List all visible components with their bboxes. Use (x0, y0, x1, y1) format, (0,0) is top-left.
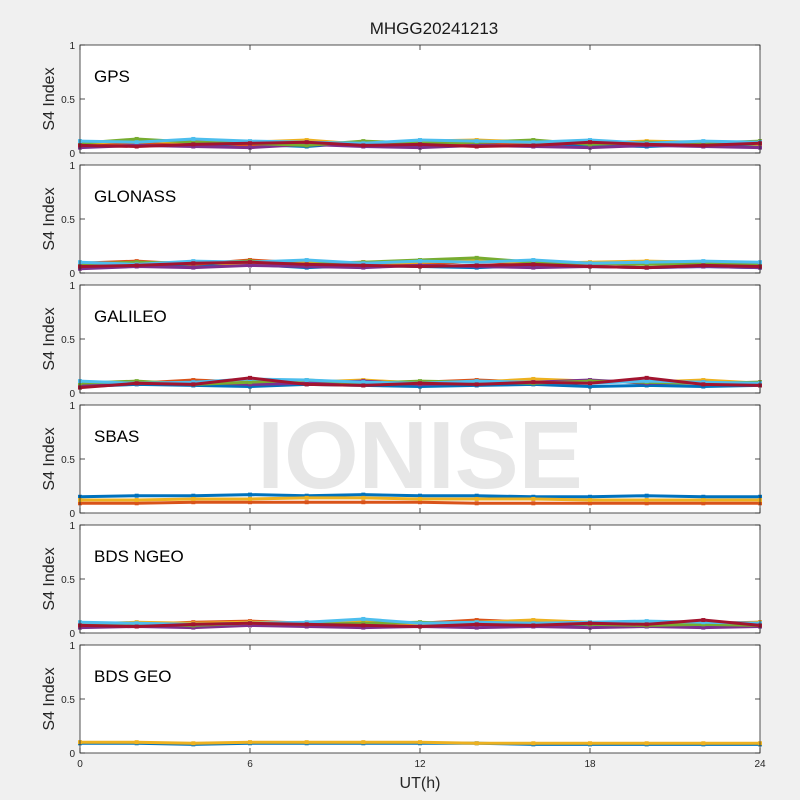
axes-background (80, 45, 760, 153)
series-trace (79, 260, 761, 270)
y-tick-label: 0.5 (61, 575, 75, 586)
y-axis-label: S4 Index (41, 667, 58, 730)
panel-glonass: 0 0.5 1 GLONASS S4 Index (41, 161, 762, 280)
x-tick-label: 18 (584, 759, 596, 770)
series-trace (79, 140, 761, 148)
axes-background (80, 285, 760, 393)
y-tick-label: 0.5 (61, 335, 75, 346)
x-tick-label: 6 (247, 759, 253, 770)
panel-label: BDS NGEO (94, 547, 184, 566)
series (78, 140, 762, 149)
series-trace (80, 500, 760, 505)
y-axis-label: S4 Index (41, 187, 58, 250)
y-tick-label: 0.5 (61, 455, 75, 466)
panel-label: SBAS (94, 427, 139, 446)
y-tick-label: 1 (69, 281, 75, 292)
y-tick-label: 0 (69, 149, 75, 160)
series-trace (79, 493, 760, 499)
panel-label: GLONASS (94, 187, 176, 206)
series-trace (80, 740, 760, 745)
series (78, 495, 762, 503)
y-tick-label: 0 (69, 509, 75, 520)
x-axis-label: UT(h) (400, 775, 441, 792)
panel-bds-geo: 0 0.5 1 0 6 12 18 24 BDS GEO S4 Index (41, 641, 766, 770)
y-tick-label: 0 (69, 629, 75, 640)
series-trace (80, 496, 760, 502)
y-tick-label: 1 (69, 521, 75, 532)
series (78, 618, 762, 629)
panel-label: GPS (94, 67, 130, 86)
y-tick-label: 0.5 (61, 695, 75, 706)
watermark: IONISE (257, 402, 582, 509)
panel-bds-ngeo: 0 0.5 1 BDS NGEO S4 Index (41, 521, 762, 640)
panel-gps: 0 0.5 1 GPS S4 Index (41, 41, 762, 160)
axes-background (80, 645, 760, 753)
x-tick-label: 12 (414, 759, 426, 770)
panel-label: GALILEO (94, 307, 167, 326)
y-axis-label: S4 Index (41, 307, 58, 370)
x-tick-label: 0 (77, 759, 83, 770)
y-axis-label: S4 Index (41, 427, 58, 490)
axes-background (80, 165, 760, 273)
y-tick-label: 1 (69, 401, 75, 412)
y-tick-label: 0 (69, 749, 75, 760)
panel-label: BDS GEO (94, 667, 171, 686)
x-tick-label: 24 (754, 759, 766, 770)
series-trace (79, 258, 761, 266)
panels: 0 0.5 1 GPS S4 Index 0 0.5 1 GLONASS S4 Index 0 0.5… (41, 41, 766, 770)
y-tick-label: 0.5 (61, 215, 75, 226)
axes-background (80, 525, 760, 633)
chart-title: MHGG20241213 (370, 19, 499, 38)
y-tick-label: 0.5 (61, 95, 75, 106)
y-tick-label: 0 (69, 269, 75, 280)
series-trace (79, 376, 761, 390)
y-tick-label: 1 (69, 41, 75, 52)
y-tick-label: 1 (69, 161, 75, 172)
series-trace (79, 618, 761, 628)
y-tick-label: 0 (69, 389, 75, 400)
panel-sbas: 0 0.5 1 SBAS S4 Index (41, 401, 762, 520)
panel-galileo: 0 0.5 1 GALILEO S4 Index (41, 281, 762, 400)
y-axis-label: S4 Index (41, 547, 58, 610)
y-axis-label: S4 Index (41, 67, 58, 130)
y-tick-label: 1 (69, 641, 75, 652)
